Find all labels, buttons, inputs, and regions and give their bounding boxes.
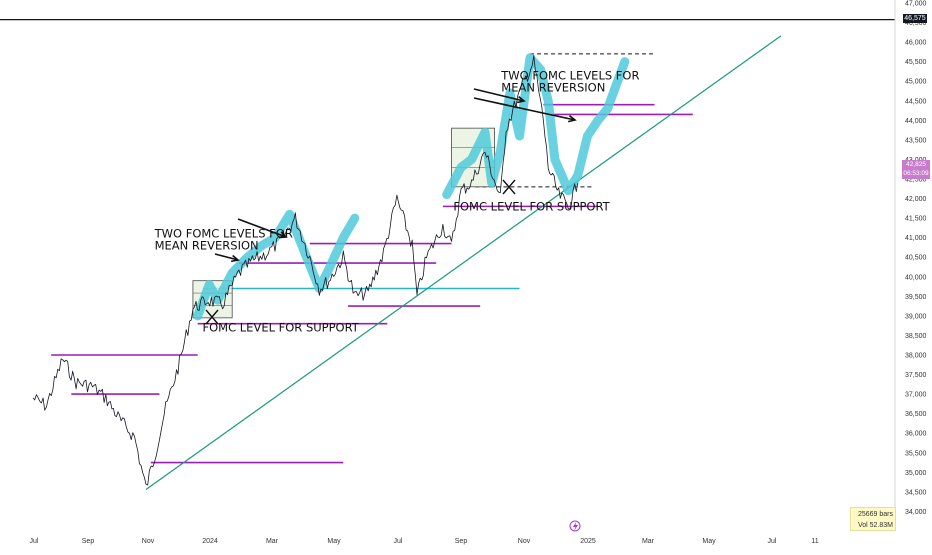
projection-paths [193, 53, 630, 321]
y-tick-label-26: 47,000 [905, 1, 927, 8]
x-tick-label-8: Nov [518, 538, 531, 545]
y-tick-label-21: 44,500 [905, 98, 927, 105]
y-tick-label-11: 39,500 [905, 294, 927, 301]
annotation-label-5: FOMC LEVEL FOR SUPPORT [203, 321, 360, 335]
support-x-mark-lower-b [205, 309, 219, 325]
info-bars: 25669 bars [857, 511, 893, 518]
y-tick-label-24: 46,000 [905, 40, 927, 47]
y-tick-label-7: 37,500 [905, 372, 927, 379]
projection-path-0 [193, 209, 360, 321]
projection-path-1 [442, 53, 630, 200]
x-axis: Jul Sep Nov 2024 Mar May Jul Sep Nov 2025 Mar May Ju… [30, 520, 819, 545]
y-tick-label-15: 41,500 [905, 216, 927, 223]
info-volume: Vol 52.83M [857, 522, 893, 529]
y-axis: 34,000 34,500 35,000 35,500 36,000 36,500 37,0… [894, 0, 927, 531]
event-bolt-icon [573, 522, 578, 531]
info-box: 25669 bars Vol 52.83M [850, 507, 896, 531]
y-tick-label-25: 46,500 [905, 20, 927, 27]
annotation-label-2: TWO FOMC LEVELS FOR [154, 227, 293, 241]
trendline-group [145, 35, 782, 491]
arrow-lower-1-head [278, 231, 288, 239]
price-line [32, 55, 579, 486]
arrow-upper-1-head [516, 95, 526, 104]
price-countdown: 06:53:09 [903, 170, 929, 177]
x-tick-label-0: Jul [30, 538, 39, 545]
x-tick-label-6: Jul [394, 538, 403, 545]
x-tick-label-13: 11 [811, 538, 818, 545]
y-tick-label-23: 45,500 [905, 59, 927, 66]
annotation-label-0: TWO FOMC LEVELS FOR [500, 68, 639, 82]
price-last-value: 42,825 [906, 161, 926, 168]
y-tick-label-4: 36,000 [905, 431, 927, 438]
x-tick-label-7: Sep [455, 538, 468, 545]
price-series [32, 55, 579, 486]
range-boxes [192, 127, 495, 319]
trendline [145, 35, 782, 491]
arrow-upper-1-shaft [473, 88, 525, 102]
y-tick-label-9: 38,500 [905, 333, 927, 340]
x-tick-label-10: Mar [642, 538, 655, 545]
y-tick-label-12: 40,000 [905, 274, 927, 281]
x-tick-label-9: 2025 [580, 538, 596, 545]
x-tick-label-11: May [702, 538, 716, 545]
x-tick-label-3: 2024 [202, 538, 218, 545]
x-tick-label-2: Nov [142, 538, 155, 545]
price-tag-last: 42,825 06:53:09 [902, 160, 930, 179]
y-tick-label-10: 39,000 [905, 313, 927, 320]
x-tick-label-12: Jul [768, 538, 777, 545]
level-lines [0, 19, 895, 464]
price-tag-current: 46,575 [903, 14, 927, 23]
y-tick-label-17: 42,500 [905, 177, 927, 184]
y-tick-label-19: 43,500 [905, 137, 927, 144]
y-tick-label-6: 37,000 [905, 392, 927, 399]
x-tick-label-4: Mar [266, 538, 279, 545]
arrow-upper-2-head [568, 115, 577, 123]
x-tick-label-1: Sep [82, 538, 95, 545]
y-tick-label-16: 42,000 [905, 196, 927, 203]
y-tick-label-3: 35,500 [905, 450, 927, 457]
support-x-mark-upper-b [502, 179, 516, 195]
y-tick-label-20: 44,000 [905, 118, 927, 125]
y-tick-label-22: 45,000 [905, 79, 927, 86]
arrow-lower-2-head [230, 254, 240, 263]
annotation-label-3: MEAN REVERSION [155, 238, 259, 252]
y-tick-label-0: 34,000 [905, 509, 927, 516]
y-tick-label-2: 35,000 [905, 470, 927, 477]
y-tick-label-14: 41,000 [905, 235, 927, 242]
arrow-lower-1-shaft [237, 218, 287, 238]
annotation-label-1: MEAN REVERSION [501, 80, 605, 94]
arrow-lower-2-shaft [214, 253, 239, 261]
arrow-upper-2-shaft [473, 97, 576, 121]
y-tick-label-8: 38,000 [905, 353, 927, 360]
x-tick-label-5: May [327, 538, 341, 545]
y-tick-label-13: 40,500 [905, 255, 927, 262]
annotation-label-4: FOMC LEVEL FOR SUPPORT [453, 199, 610, 213]
y-tick-label-5: 36,500 [905, 411, 927, 418]
y-tick-label-1: 34,500 [905, 489, 927, 496]
